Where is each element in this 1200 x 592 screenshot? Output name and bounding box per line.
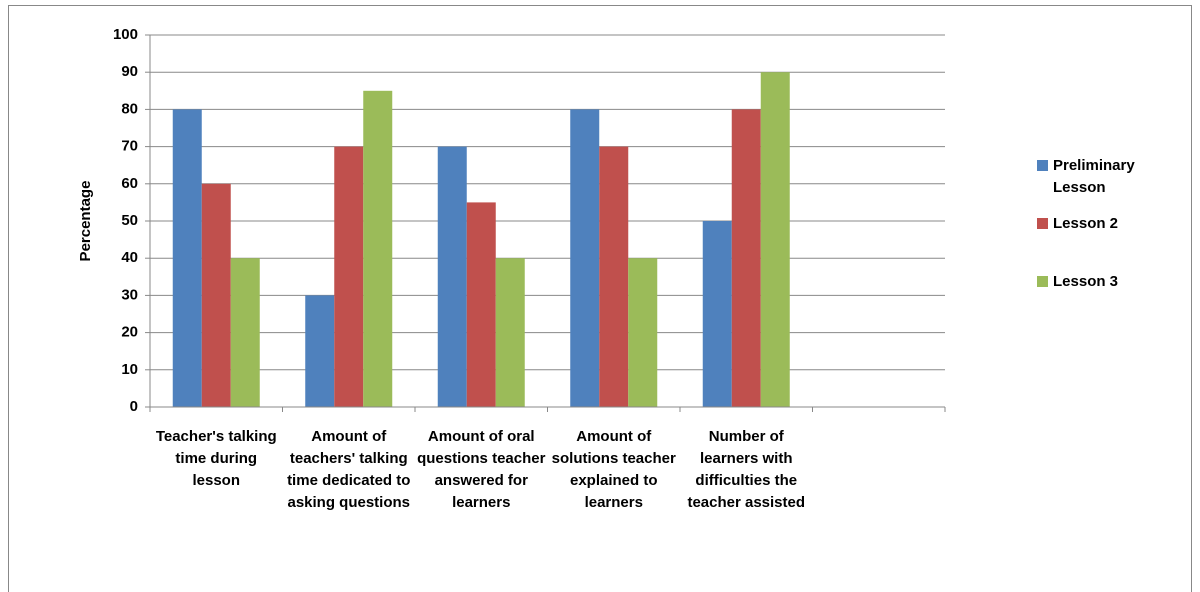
bar — [702, 221, 732, 407]
bar — [760, 72, 790, 407]
bar — [437, 146, 467, 407]
bar — [363, 90, 393, 408]
legend-swatch — [1037, 276, 1048, 287]
x-tick-label: Amount of oral questions teacher answere… — [417, 428, 546, 511]
bar — [334, 146, 364, 407]
bar — [230, 258, 260, 407]
y-tick-label: 30 — [121, 286, 138, 303]
legend-swatch — [1037, 160, 1048, 171]
bar — [628, 258, 658, 407]
bar — [599, 146, 629, 407]
y-axis-label: Percentage — [77, 181, 94, 262]
legend-label: Lesson 2 — [1053, 215, 1119, 232]
bar — [495, 258, 525, 407]
x-tick-label: Amount of solutions teacher explained to… — [551, 428, 676, 511]
y-tick-label: 40 — [121, 249, 138, 266]
y-tick-label: 60 — [121, 175, 138, 192]
x-tick-label: Teacher's talking time during lesson — [155, 428, 277, 489]
y-tick-label: 50 — [121, 212, 138, 229]
y-tick-label: 70 — [121, 138, 138, 155]
x-tick-label: Number of learners with difficulties the… — [687, 428, 806, 511]
bar — [466, 202, 496, 407]
y-tick-label: 80 — [121, 100, 138, 117]
legend-label: Preliminary Lesson — [1053, 157, 1135, 196]
legend-label: Lesson 3 — [1053, 273, 1119, 290]
bar — [731, 109, 761, 408]
chart-frame — [8, 5, 1192, 592]
y-tick-label: 0 — [130, 398, 138, 415]
bar — [305, 295, 335, 407]
y-tick-label: 20 — [121, 324, 138, 341]
legend-swatch — [1037, 218, 1048, 229]
y-tick-label: 90 — [121, 63, 138, 80]
y-tick-label: 100 — [113, 26, 138, 43]
bar — [201, 183, 231, 407]
y-tick-label: 10 — [121, 361, 138, 378]
bar — [172, 109, 202, 408]
x-tick-label: Amount of teachers' talking time dedicat… — [287, 428, 411, 511]
bar — [570, 109, 600, 408]
